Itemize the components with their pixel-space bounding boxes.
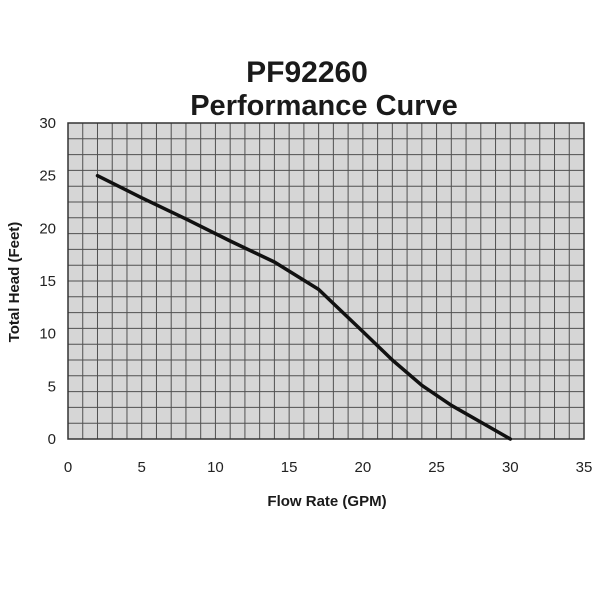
x-tick-label: 20 xyxy=(355,459,372,476)
x-tick-label: 10 xyxy=(207,459,224,476)
y-tick-label: 10 xyxy=(39,326,56,343)
y-tick-label: 15 xyxy=(39,273,56,290)
y-tick-label: 25 xyxy=(39,168,56,185)
chart-title: PF92260 xyxy=(246,56,368,89)
x-tick-label: 5 xyxy=(138,459,146,476)
y-axis-label: Total Head (Feet) xyxy=(6,222,23,343)
x-tick-label: 15 xyxy=(281,459,298,476)
x-axis-ticks: 0 5 10 15 20 25 30 35 xyxy=(64,459,593,476)
x-tick-label: 0 xyxy=(64,459,72,476)
y-tick-label: 0 xyxy=(48,431,56,448)
y-tick-label: 5 xyxy=(48,378,56,395)
y-axis-ticks: 0 5 10 15 20 25 30 xyxy=(39,115,56,448)
chart-subtitle: Performance Curve xyxy=(190,90,458,122)
plot-border xyxy=(67,122,585,440)
x-axis-label: Flow Rate (GPM) xyxy=(267,493,386,510)
series-line xyxy=(95,173,513,441)
x-tick-label: 25 xyxy=(428,459,445,476)
grid xyxy=(67,122,585,440)
y-tick-label: 30 xyxy=(39,115,56,132)
x-tick-label: 30 xyxy=(502,459,519,476)
y-tick-label: 20 xyxy=(39,220,56,237)
x-tick-label: 35 xyxy=(576,459,593,476)
